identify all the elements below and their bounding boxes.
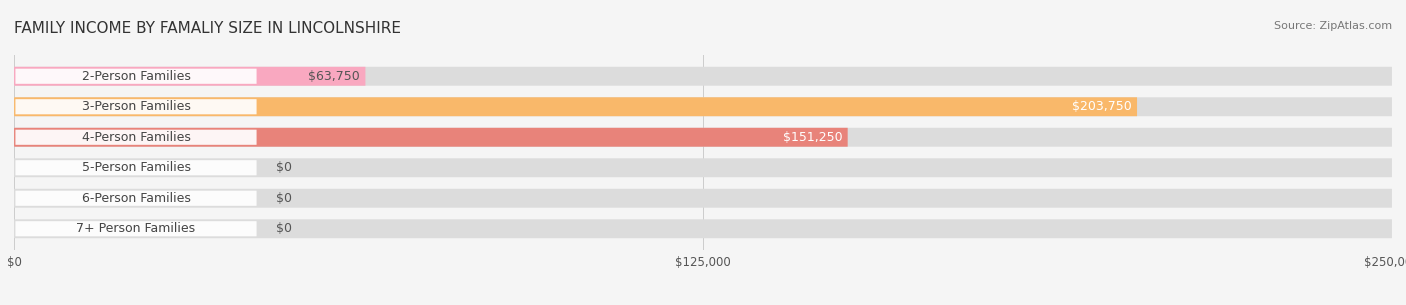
Text: 3-Person Families: 3-Person Families bbox=[82, 100, 190, 113]
FancyBboxPatch shape bbox=[15, 99, 256, 114]
Text: $0: $0 bbox=[276, 161, 292, 174]
Text: 6-Person Families: 6-Person Families bbox=[82, 192, 190, 205]
FancyBboxPatch shape bbox=[14, 128, 848, 147]
Text: 2-Person Families: 2-Person Families bbox=[82, 70, 190, 83]
FancyBboxPatch shape bbox=[15, 130, 256, 145]
Text: FAMILY INCOME BY FAMALIY SIZE IN LINCOLNSHIRE: FAMILY INCOME BY FAMALIY SIZE IN LINCOLN… bbox=[14, 21, 401, 36]
FancyBboxPatch shape bbox=[14, 67, 366, 86]
FancyBboxPatch shape bbox=[15, 69, 256, 84]
Text: $0: $0 bbox=[276, 222, 292, 235]
FancyBboxPatch shape bbox=[14, 219, 1392, 238]
Text: Source: ZipAtlas.com: Source: ZipAtlas.com bbox=[1274, 21, 1392, 31]
Text: 7+ Person Families: 7+ Person Families bbox=[76, 222, 195, 235]
FancyBboxPatch shape bbox=[14, 128, 1392, 147]
FancyBboxPatch shape bbox=[15, 191, 256, 206]
Text: $63,750: $63,750 bbox=[308, 70, 360, 83]
Text: $0: $0 bbox=[276, 192, 292, 205]
FancyBboxPatch shape bbox=[14, 97, 1137, 116]
FancyBboxPatch shape bbox=[15, 221, 256, 236]
Text: $151,250: $151,250 bbox=[783, 131, 842, 144]
FancyBboxPatch shape bbox=[14, 158, 1392, 177]
Text: 5-Person Families: 5-Person Families bbox=[82, 161, 190, 174]
Text: 4-Person Families: 4-Person Families bbox=[82, 131, 190, 144]
FancyBboxPatch shape bbox=[14, 189, 1392, 208]
Text: $203,750: $203,750 bbox=[1071, 100, 1132, 113]
FancyBboxPatch shape bbox=[14, 67, 1392, 86]
FancyBboxPatch shape bbox=[15, 160, 256, 175]
FancyBboxPatch shape bbox=[14, 97, 1392, 116]
